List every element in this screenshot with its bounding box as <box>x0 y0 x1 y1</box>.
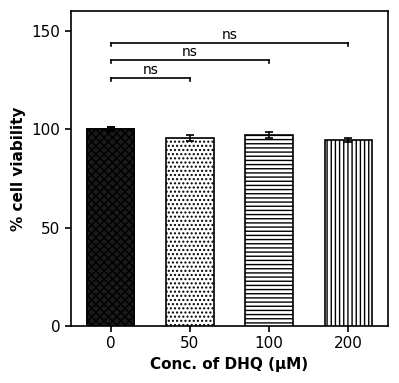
Bar <box>166 138 213 326</box>
Y-axis label: % cell viability: % cell viability <box>11 106 26 231</box>
Bar <box>324 140 372 326</box>
Bar <box>87 129 134 326</box>
Bar <box>87 129 134 326</box>
Text: ns: ns <box>221 28 237 42</box>
Text: ns: ns <box>182 45 198 59</box>
Text: ns: ns <box>142 63 158 77</box>
X-axis label: Conc. of DHQ (μM): Conc. of DHQ (μM) <box>150 357 308 372</box>
Bar <box>245 135 293 326</box>
